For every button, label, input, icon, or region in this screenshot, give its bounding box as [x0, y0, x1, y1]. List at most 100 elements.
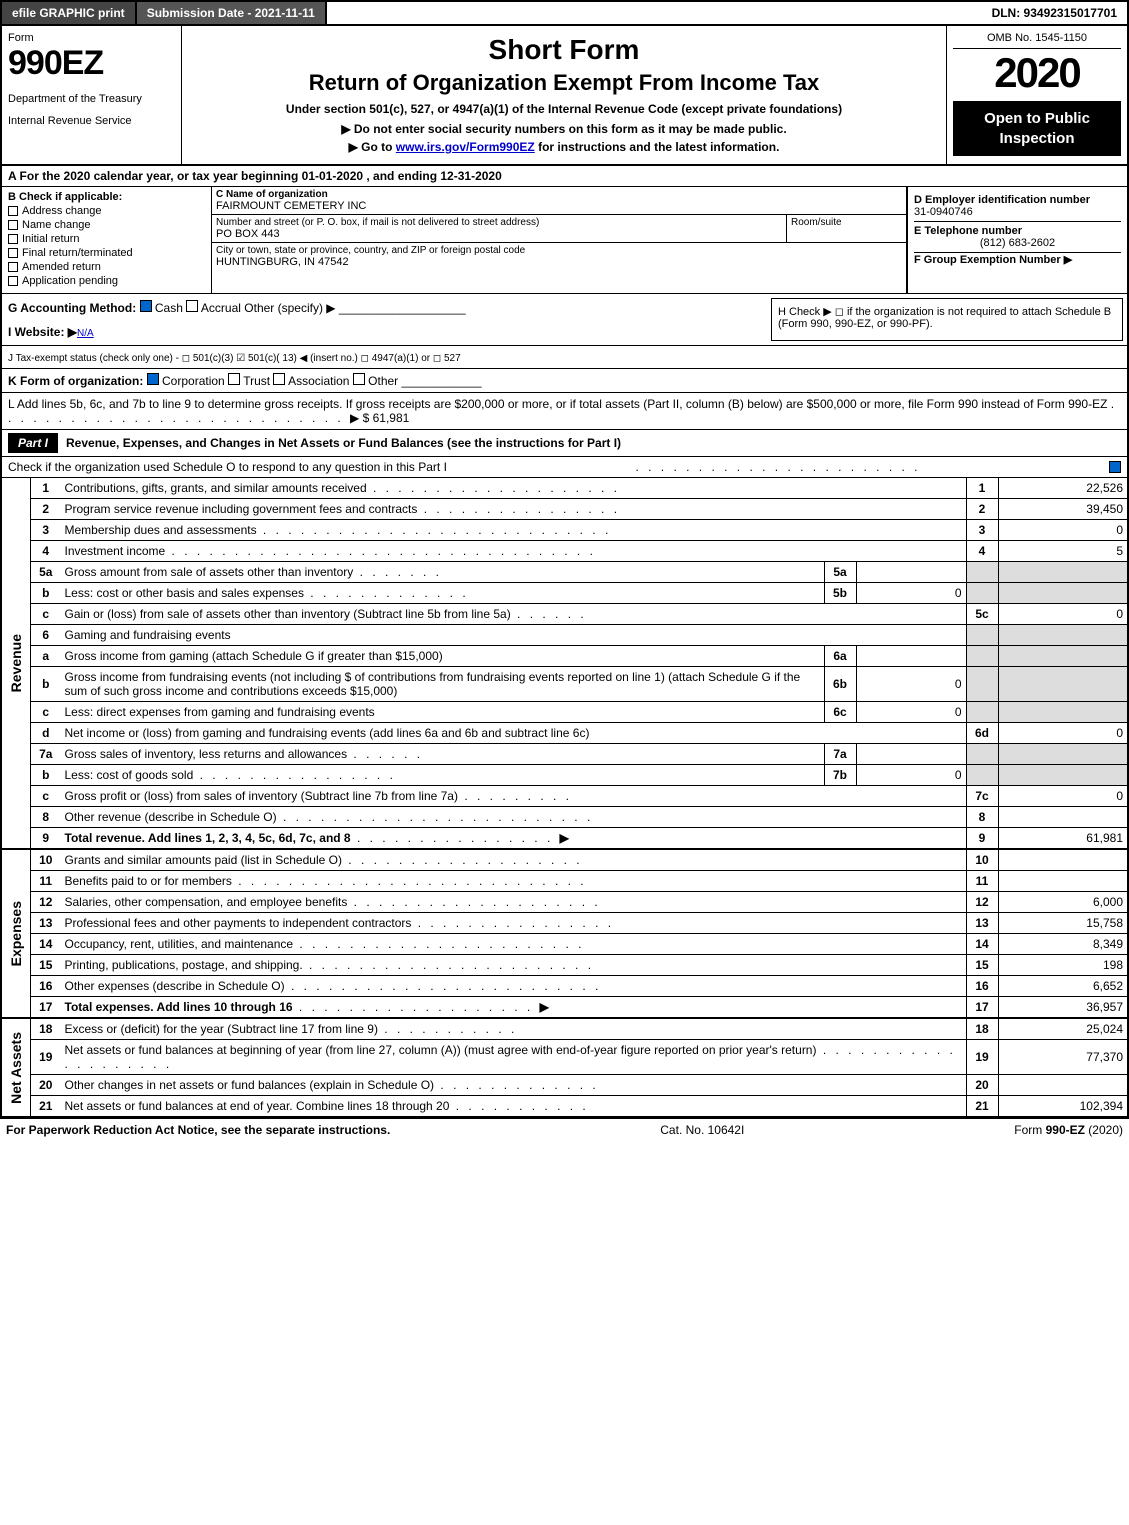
line-ref: 4 — [966, 541, 998, 562]
dots-icon: . . . . . . . . . . . — [449, 1099, 588, 1113]
line-value: 39,450 — [998, 499, 1128, 520]
chk-label: Name change — [22, 219, 91, 231]
checkbox-cash-icon[interactable] — [140, 300, 152, 312]
line-num: 11 — [31, 871, 61, 892]
checkbox-trust-icon[interactable] — [228, 373, 240, 385]
chk-initial-return[interactable]: Initial return — [8, 233, 205, 245]
line-text: Net income or (loss) from gaming and fun… — [61, 723, 967, 744]
street-value: PO BOX 443 — [216, 228, 782, 240]
line-value — [998, 871, 1128, 892]
row-l: L Add lines 5b, 6c, and 7b to line 9 to … — [0, 393, 1129, 430]
line-3: 3 Membership dues and assessments . . . … — [1, 520, 1128, 541]
header-center: Short Form Return of Organization Exempt… — [182, 26, 947, 164]
line-num: 15 — [31, 955, 61, 976]
checkbox-other-icon[interactable] — [353, 373, 365, 385]
title-return: Return of Organization Exempt From Incom… — [188, 70, 940, 96]
line-num: b — [31, 583, 61, 604]
line-num: b — [31, 667, 61, 702]
line-value: 102,394 — [998, 1096, 1128, 1117]
line-text: Total expenses. Add lines 10 through 16 — [65, 1000, 293, 1014]
line-num: 9 — [31, 828, 61, 850]
chk-amended-return[interactable]: Amended return — [8, 261, 205, 273]
part1-badge: Part I — [8, 433, 58, 453]
subline-ref: 6b — [824, 667, 856, 702]
line-ref: 12 — [966, 892, 998, 913]
line-text: Gross sales of inventory, less returns a… — [65, 747, 348, 761]
line-5a: 5a Gross amount from sale of assets othe… — [1, 562, 1128, 583]
checkbox-accrual-icon[interactable] — [186, 300, 198, 312]
subline-value: 0 — [856, 765, 966, 786]
line-ref: 6d — [966, 723, 998, 744]
line-ref: 21 — [966, 1096, 998, 1117]
line-num: 14 — [31, 934, 61, 955]
line-5b: b Less: cost or other basis and sales ex… — [1, 583, 1128, 604]
line-1: Revenue 1 Contributions, gifts, grants, … — [1, 478, 1128, 499]
line-10: Expenses 10 Grants and similar amounts p… — [1, 850, 1128, 871]
shade-cell — [998, 583, 1128, 604]
line-ref: 8 — [966, 807, 998, 828]
line-num: 3 — [31, 520, 61, 541]
line-6c: c Less: direct expenses from gaming and … — [1, 702, 1128, 723]
city-block: City or town, state or province, country… — [212, 243, 906, 270]
line-value: 36,957 — [998, 997, 1128, 1019]
chk-label: Initial return — [22, 233, 79, 245]
line-16: 16 Other expenses (describe in Schedule … — [1, 976, 1128, 997]
dots-icon: . . . . . . — [511, 607, 587, 621]
line-ref: 19 — [966, 1040, 998, 1075]
line-value: 15,758 — [998, 913, 1128, 934]
website-link[interactable]: N/A — [77, 328, 94, 339]
city-label: City or town, state or province, country… — [216, 245, 902, 256]
checkbox-corp-icon[interactable] — [147, 373, 159, 385]
line-num: 6 — [31, 625, 61, 646]
part1-header-row: Part I Revenue, Expenses, and Changes in… — [0, 430, 1129, 457]
line-value: 5 — [998, 541, 1128, 562]
dept-treasury: Department of the Treasury — [8, 93, 175, 105]
dots-icon: . . . . . . . . . . . . . . . . . . . . … — [257, 523, 612, 537]
chk-final-return[interactable]: Final return/terminated — [8, 247, 205, 259]
arrow-icon: ▶ — [560, 831, 569, 845]
line-num: 2 — [31, 499, 61, 520]
submission-date-button[interactable]: Submission Date - 2021-11-11 — [137, 2, 327, 24]
line-num: 5a — [31, 562, 61, 583]
org-name-label: C Name of organization — [216, 189, 902, 200]
line-2: 2 Program service revenue including gove… — [1, 499, 1128, 520]
line-8: 8 Other revenue (describe in Schedule O)… — [1, 807, 1128, 828]
line-value: 22,526 — [998, 478, 1128, 499]
ein-value: 31-0940746 — [914, 206, 1121, 218]
street-label: Number and street (or P. O. box, if mail… — [216, 217, 782, 228]
line-ref: 16 — [966, 976, 998, 997]
chk-name-change[interactable]: Name change — [8, 219, 205, 231]
checkbox-schedule-o-icon[interactable] — [1109, 461, 1121, 473]
checkbox-icon — [8, 262, 18, 272]
shade-cell — [966, 744, 998, 765]
checkbox-assoc-icon[interactable] — [273, 373, 285, 385]
chk-application-pending[interactable]: Application pending — [8, 275, 205, 287]
line-value: 0 — [998, 520, 1128, 541]
efile-print-button[interactable]: efile GRAPHIC print — [2, 2, 137, 24]
dots-icon: . . . . . . . — [353, 565, 442, 579]
shade-cell — [998, 702, 1128, 723]
row-g: G Accounting Method: Cash Accrual Other … — [2, 294, 767, 345]
form-header: Form 990EZ Department of the Treasury In… — [0, 26, 1129, 166]
line-num: 17 — [31, 997, 61, 1019]
row-j: J Tax-exempt status (check only one) - ◻… — [0, 346, 1129, 369]
line-12: 12 Salaries, other compensation, and emp… — [1, 892, 1128, 913]
line-text: Other expenses (describe in Schedule O) — [65, 979, 285, 993]
part1-check-text: Check if the organization used Schedule … — [8, 460, 447, 474]
top-bar: efile GRAPHIC print Submission Date - 20… — [0, 0, 1129, 26]
dln-label: DLN: 93492315017701 — [982, 2, 1127, 24]
line-text: Program service revenue including govern… — [65, 502, 418, 516]
line-num: 20 — [31, 1075, 61, 1096]
section-f: F Group Exemption Number ▶ — [914, 253, 1121, 266]
checkbox-icon — [8, 234, 18, 244]
line-text: Other changes in net assets or fund bala… — [65, 1078, 435, 1092]
subline-value: 0 — [856, 667, 966, 702]
subline-value: 0 — [856, 583, 966, 604]
row-g-h: G Accounting Method: Cash Accrual Other … — [0, 294, 1129, 346]
irs-link[interactable]: www.irs.gov/Form990EZ — [396, 140, 535, 154]
line-11: 11 Benefits paid to or for members . . .… — [1, 871, 1128, 892]
line-value: 8,349 — [998, 934, 1128, 955]
chk-address-change[interactable]: Address change — [8, 205, 205, 217]
checkbox-icon — [8, 248, 18, 258]
line-ref: 14 — [966, 934, 998, 955]
